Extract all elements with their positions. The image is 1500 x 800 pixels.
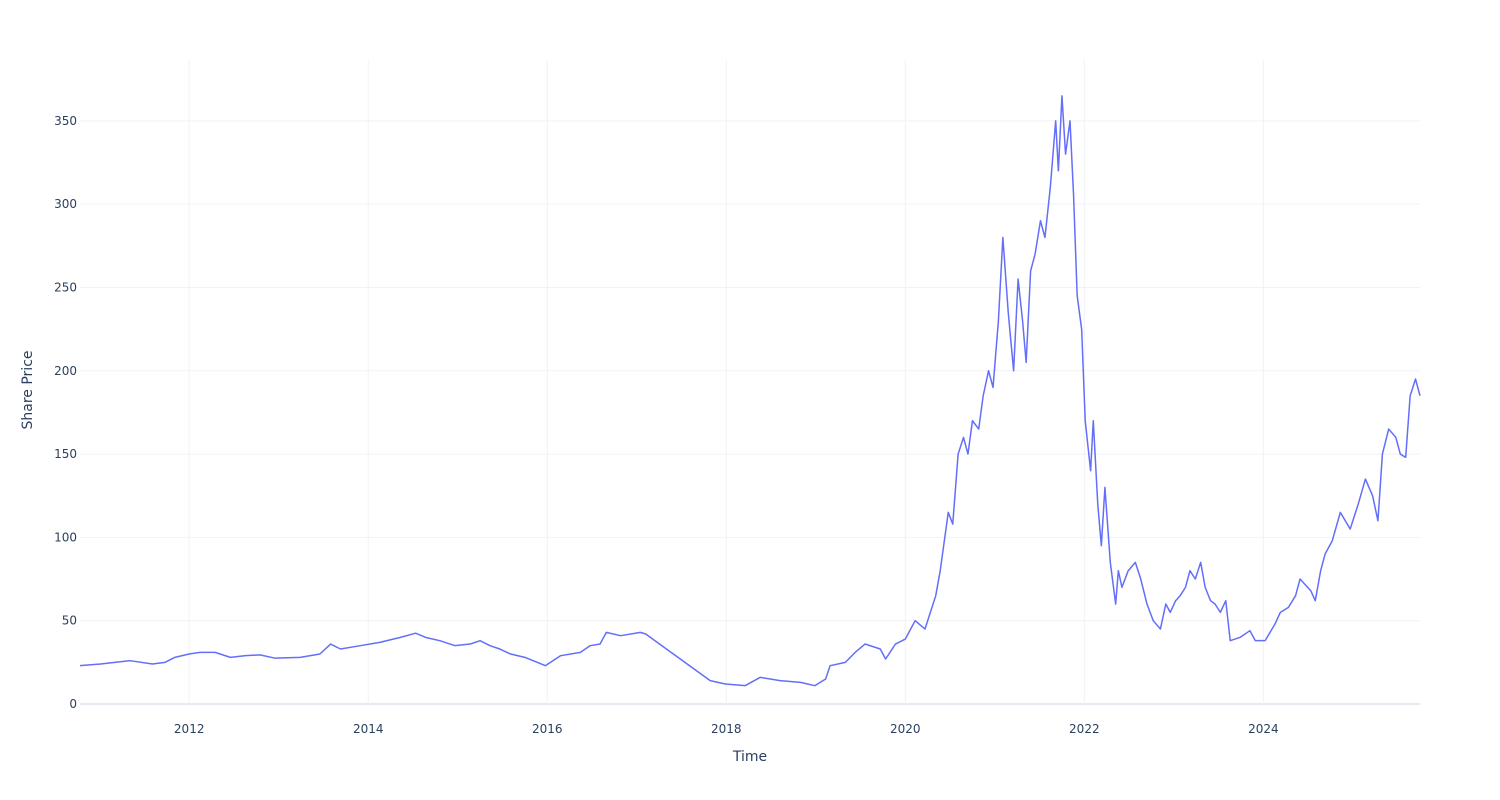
x-tick-label: 2022 (1069, 722, 1100, 736)
y-tick-label: 350 (54, 114, 77, 128)
y-tick-label: 150 (54, 447, 77, 461)
x-tick-label: 2024 (1248, 722, 1279, 736)
y-axis-title: Share Price (20, 350, 36, 429)
y-tick-label: 300 (54, 197, 77, 211)
y-tick-label: 50 (62, 614, 77, 628)
y-tick-label: 100 (54, 530, 77, 544)
x-tick-label: 2012 (174, 722, 205, 736)
plot-area (79, 95, 1421, 687)
x-tick-label: 2018 (711, 722, 742, 736)
y-tick-label: 250 (54, 280, 77, 294)
x-tick-label: 2020 (890, 722, 921, 736)
x-axis-title: Time (732, 749, 767, 765)
price-line (79, 95, 1421, 687)
x-tick-label: 2016 (532, 722, 563, 736)
x-tick-label: 2014 (353, 722, 384, 736)
y-tick-label: 0 (69, 697, 77, 711)
y-tick-label: 200 (54, 364, 77, 378)
